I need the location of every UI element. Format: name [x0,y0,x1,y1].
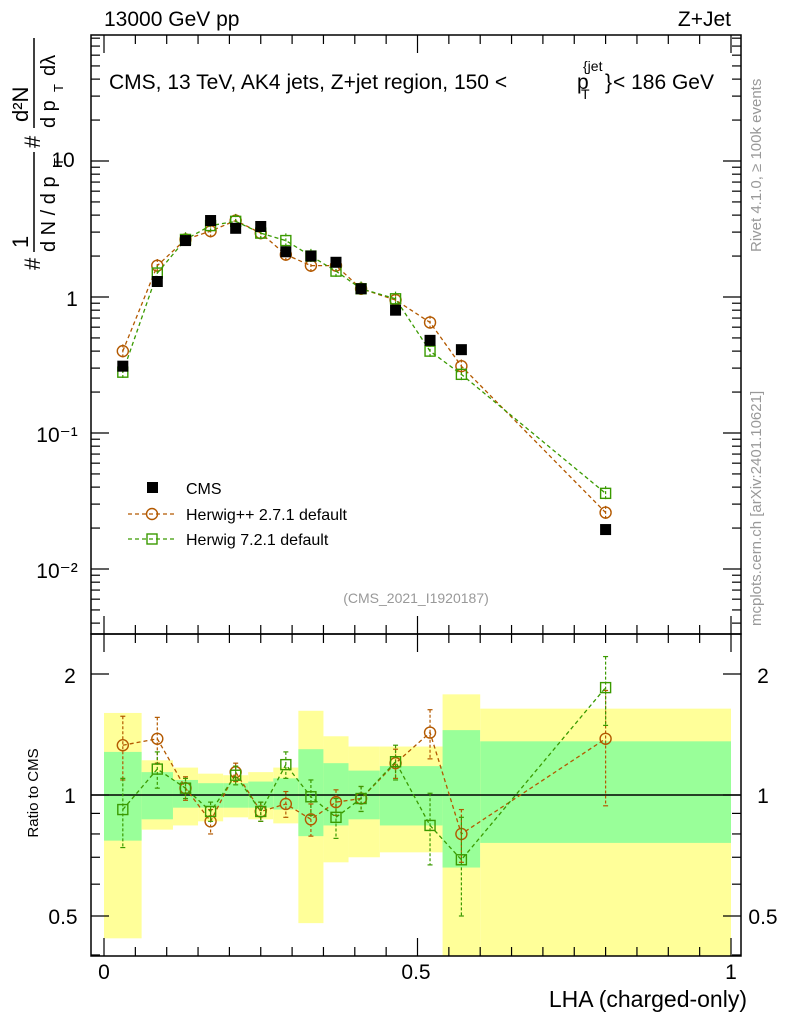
x-axis-label: LHA (charged-only) [549,986,747,1012]
herwig-pp-main-point [116,344,130,358]
legend-herwig-pp-marker [145,507,159,521]
cms-main-point [355,283,367,295]
herwig-pp-ratio-point [304,813,318,826]
ratio-tick-label-0-5-right: 0.5 [748,906,777,929]
herwig7-ratio-point [280,758,292,771]
cms-main-point [151,276,163,288]
plot-title-end: < 186 GeV [613,71,714,94]
herwig7-main-point [424,345,436,357]
herwig-pp-ratio-point [599,732,612,745]
herwig-pp-ratio-point [151,732,164,745]
y-label-dl: dλ [38,55,60,76]
herwig7-ratio-point [389,756,402,768]
x-tick-label-0-5: 0.5 [401,961,430,984]
y-label-dp: d p [38,100,60,128]
legend-cms-marker [147,482,158,493]
y-axis-label: # 1 d N / d p T # d²N d p T dλ [8,38,66,270]
legend-cms-label: CMS [186,481,222,498]
plot-title: CMS, 13 TeV, AK4 jets, Z+jet region, 150… [109,58,714,102]
ratio-tick-label-0-5-left: 0.5 [48,906,77,929]
herwig-pp-ratio-point [279,797,293,811]
plot-title-sup: {jet [583,58,603,74]
cms-main-point [600,524,612,536]
herwig7-ratio-point [179,782,192,794]
y-tick-label-1: 1 [66,288,78,311]
x-tick-label-1: 1 [725,961,737,984]
ratio-tick-label-2-right: 2 [757,665,769,688]
cms-main-point [330,256,342,268]
ratio-uncertainty-bands [104,694,731,956]
ratio-y-axis-label: Ratio to CMS [25,748,42,837]
herwig7-ratio-point [229,769,242,781]
plot-title-p: p [577,71,589,94]
herwig-pp-main-point [151,259,164,272]
cms-main-point [255,220,267,232]
plot-title-close: } [605,71,612,94]
cms-main-point [280,246,292,258]
herwig-pp-main-point [599,506,612,519]
mcplots-label: mcplots.cern.ch [arXiv:2401.10621] [748,391,765,626]
herwig7-main-point [599,487,612,500]
ratio-tick-label-1-right: 1 [757,785,769,808]
cms-main-point [205,215,217,227]
plot-title-sub: T [581,86,590,102]
x-tick-label-0: 0 [98,961,110,984]
herwig7-ratio-point [305,791,317,803]
herwig-pp-main-point [455,359,468,373]
herwig7-ratio-point [599,681,612,694]
herwig-pp-main-point [423,316,437,329]
herwig7-ratio-point [117,803,129,816]
axis-ticks [91,35,741,956]
y-label-T-1: T [51,158,66,166]
y-label-dN: d N / d p [38,176,60,252]
legend-herwig-pp-label: Herwig++ 2.7.1 default [186,507,348,524]
herwig7-ratio-point [424,819,436,832]
y-tick-label-0-01: 10⁻² [36,560,77,583]
band-inner-10 [379,766,443,826]
herwig7-ratio-line [122,687,607,861]
herwig7-main-point [389,293,402,305]
analysis-id: (CMS_2021_I1920187) [343,590,489,606]
plot-title-main: CMS, 13 TeV, AK4 jets, Z+jet region, 150… [109,71,507,94]
herwig7-main-point [280,234,292,247]
y-tick-label-10: 10 [51,149,74,172]
herwig-pp-ratio-point [116,739,130,752]
cms-main-point [455,344,467,356]
rivet-version-label: Rivet 4.1.0, ≥ 100k events [748,79,765,252]
cms-main-point [180,235,192,247]
cms-main-point [390,304,402,316]
y-tick-label-0-1: 10⁻¹ [36,424,77,447]
herwig7-ratio-point [455,854,468,866]
ratio-tick-label-2-left: 2 [64,665,76,688]
herwig7-ratio-point [255,805,267,818]
cms-main-point [305,250,317,262]
herwig7-ratio-point [151,763,163,775]
cms-main-point [117,360,129,372]
herwig7-ratio-point [355,792,367,805]
y-label-hash-2: # [20,135,45,148]
cms-main-point [424,334,436,346]
ratio-tick-label-1-left: 1 [64,785,76,808]
herwig7-ratio-point [204,805,217,818]
process-label: Z+Jet [678,8,731,31]
data-marks [116,213,612,917]
cms-main-point [230,222,242,234]
y-label-hash-1: # [20,257,45,270]
y-label-one: 1 [8,236,33,248]
herwig7-main-line [122,220,607,494]
herwig-pp-main-line [122,219,607,514]
herwig-pp-ratio-point [329,795,343,809]
legend-herwig7-marker [146,533,158,545]
herwig-pp-ratio-point [423,726,437,739]
herwig7-ratio-point [330,811,342,824]
y-label-T-2: T [51,84,66,92]
legend-herwig7-label: Herwig 7.2.1 default [186,532,329,549]
y-label-d2N: d²N [8,87,33,122]
herwig7-main-point [455,368,468,381]
energy-label: 13000 GeV pp [104,8,239,31]
legend: CMS Herwig++ 2.7.1 default Herwig 7.2.1 … [128,481,348,549]
